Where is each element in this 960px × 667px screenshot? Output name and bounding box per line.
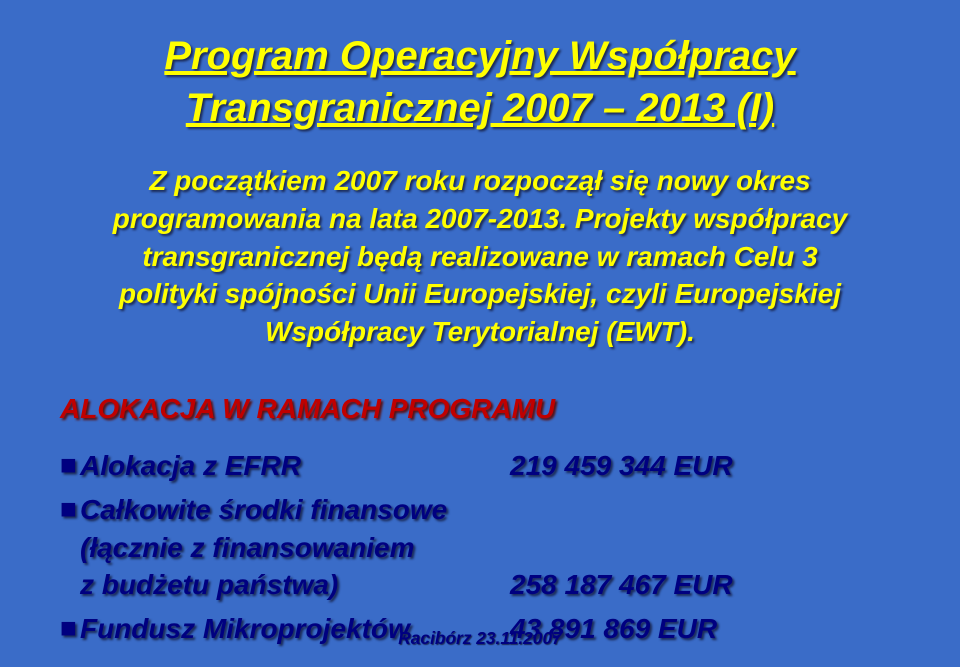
slide-title: Program Operacyjny Współpracy Transgrani… bbox=[60, 30, 900, 134]
allocation-value: 219 459 344 EUR bbox=[510, 447, 900, 485]
allocation-item: ■Alokacja z EFRR219 459 344 EUR bbox=[60, 447, 900, 485]
intro-paragraph: Z początkiem 2007 roku rozpoczął się now… bbox=[90, 162, 870, 351]
footer-text: Racibórz 23.11.2007 bbox=[0, 628, 960, 649]
slide: Program Operacyjny Współpracy Transgrani… bbox=[0, 0, 960, 667]
allocation-label: Całkowite środki finansowe (łącznie z fi… bbox=[80, 491, 510, 604]
allocation-label: Alokacja z EFRR bbox=[80, 447, 510, 485]
bullet-icon: ■ bbox=[60, 447, 80, 483]
allocation-item: ■Całkowite środki finansowe (łącznie z f… bbox=[60, 491, 900, 604]
title-line-1: Program Operacyjny Współpracy bbox=[164, 34, 795, 78]
allocation-value: 258 187 467 EUR bbox=[510, 566, 900, 604]
title-line-2: Transgranicznej 2007 – 2013 (I) bbox=[186, 86, 774, 130]
allocation-list: ■Alokacja z EFRR219 459 344 EUR■Całkowit… bbox=[60, 447, 900, 648]
section-heading: ALOKACJA W RAMACH PROGRAMU bbox=[60, 393, 900, 425]
bullet-icon: ■ bbox=[60, 491, 80, 527]
